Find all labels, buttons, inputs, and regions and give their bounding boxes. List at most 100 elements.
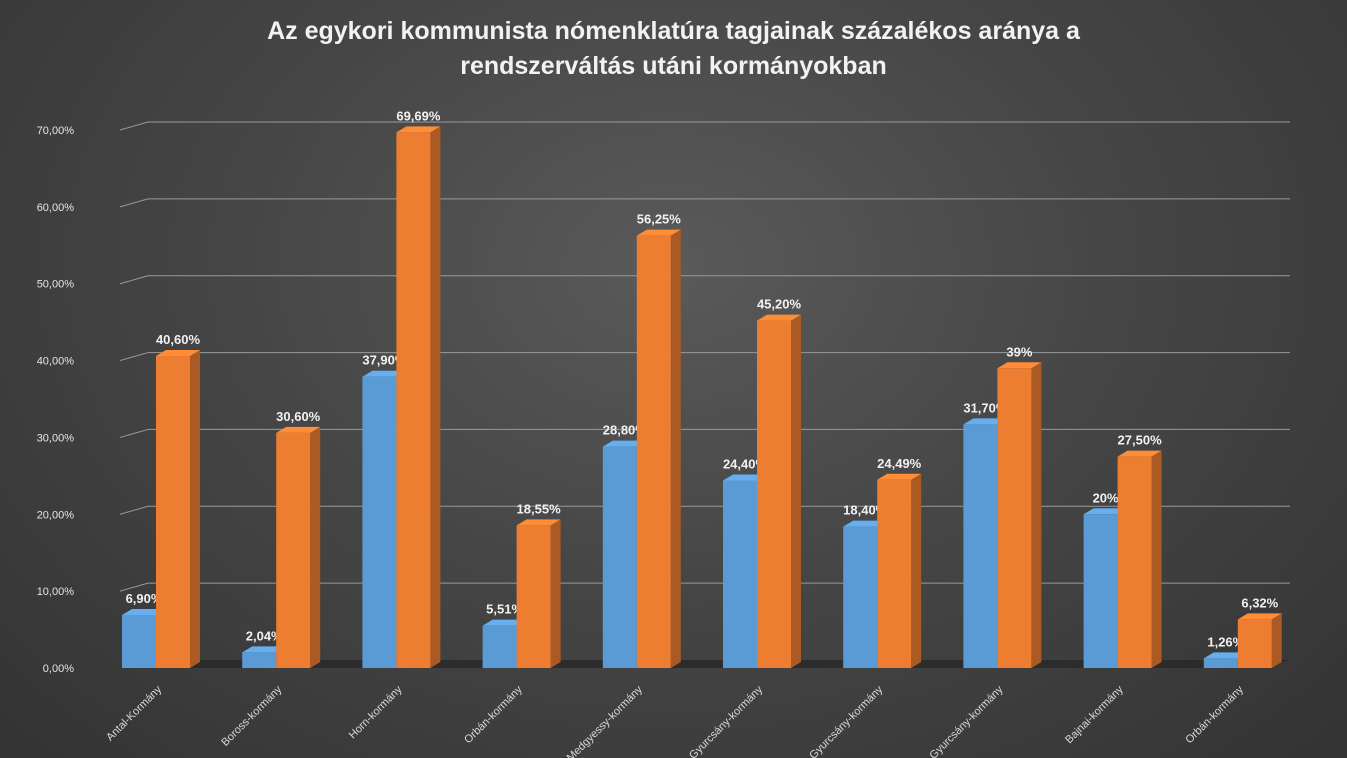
data-label: 1,26% <box>1207 634 1244 649</box>
bar-top <box>516 519 561 526</box>
data-label: 40,60% <box>156 332 201 347</box>
bar-side <box>310 426 321 668</box>
bar-top <box>997 362 1042 369</box>
y-tick-label: 60,00% <box>37 202 75 214</box>
data-label: 20% <box>1093 490 1119 505</box>
gridline-depth <box>119 582 149 592</box>
bar-orange <box>516 519 561 668</box>
x-tick-label: Antal-Kormány <box>104 683 164 743</box>
data-label: 45,20% <box>757 297 802 312</box>
bar-top <box>276 426 321 433</box>
bar-top <box>843 520 888 527</box>
gridline-depth <box>119 428 149 438</box>
bar-top <box>362 370 407 377</box>
bar-front <box>997 368 1032 668</box>
bar-orange <box>997 362 1042 668</box>
bar-front <box>242 652 277 668</box>
y-tick-label: 0,00% <box>43 663 74 675</box>
bar-side <box>190 349 200 668</box>
bar-front <box>636 235 671 668</box>
bar-front <box>1083 514 1118 668</box>
y-tick-label: 30,00% <box>37 432 75 444</box>
data-label: 27,50% <box>1118 433 1163 448</box>
bar-front <box>1117 456 1152 668</box>
chart-title-line-1: Az egykori kommunista nómenklatúra tagja… <box>267 17 1080 45</box>
bar-side <box>430 126 441 668</box>
bar-orange <box>1117 450 1162 668</box>
bar-top <box>1083 508 1128 515</box>
bar-front <box>396 132 431 668</box>
bar-side <box>791 314 801 668</box>
y-tick-label: 20,00% <box>37 509 75 521</box>
bar-top <box>396 126 441 133</box>
bar-top <box>877 473 922 480</box>
data-label: 6,90% <box>126 591 163 606</box>
bar-front <box>843 526 878 668</box>
bar-top <box>242 646 287 653</box>
bar-side <box>1031 362 1042 668</box>
bar-side <box>1151 450 1162 668</box>
data-label: 6,32% <box>1241 595 1278 610</box>
bar-top <box>1117 450 1162 457</box>
bar-side <box>911 473 922 668</box>
data-label: 18,40% <box>843 503 888 518</box>
bar-top <box>602 440 647 447</box>
bar-side <box>670 229 681 668</box>
bar-top <box>723 474 767 481</box>
bar-top <box>963 418 1008 425</box>
x-tick-label: Gyurcsány-kormány <box>927 683 1005 758</box>
bar-top <box>757 314 801 321</box>
x-tick-label: Horn-kormány <box>347 683 405 741</box>
data-label: 28,80% <box>603 423 648 438</box>
gridline-depth <box>119 352 149 362</box>
bar-orange <box>276 426 321 668</box>
bar-front <box>757 320 791 668</box>
bar-front <box>877 479 912 668</box>
data-label: 18,55% <box>517 501 562 516</box>
bar-top <box>482 619 527 626</box>
bar-front <box>516 525 551 668</box>
data-label: 31,70% <box>963 400 1008 415</box>
bar-front <box>1237 619 1272 668</box>
bar-front <box>482 625 517 668</box>
bar-orange <box>156 349 200 668</box>
x-tick-label: Medgyessy-kormány <box>565 683 646 758</box>
bar-orange <box>396 126 441 668</box>
data-label: 5,51% <box>486 602 523 617</box>
gridline-depth <box>119 275 149 285</box>
y-tick-label: 50,00% <box>37 279 75 291</box>
bar-front <box>602 446 637 668</box>
chart-title: Az egykori kommunista nómenklatúra tagja… <box>0 14 1347 84</box>
bar-top <box>1237 613 1282 620</box>
data-label: 30,60% <box>276 409 321 424</box>
y-tick-label: 10,00% <box>37 586 75 598</box>
bar-top <box>636 229 681 236</box>
bar-front <box>276 432 311 668</box>
bar-orange <box>757 314 801 668</box>
bar-top <box>122 608 166 615</box>
data-label: 24,49% <box>877 456 922 471</box>
bar-front <box>723 480 757 668</box>
data-label: 37,90% <box>362 353 407 368</box>
bar-side <box>550 519 561 668</box>
data-label: 24,40% <box>723 456 768 471</box>
bar-front <box>1203 658 1238 668</box>
bar-side <box>1271 613 1282 668</box>
bar-front <box>156 355 190 668</box>
x-tick-label: Gyurcsány-kormány <box>687 683 765 758</box>
bar-front <box>122 614 156 668</box>
bar-orange <box>636 229 681 668</box>
x-tick-label: Orbán-kormány <box>462 683 525 746</box>
data-label: 69,69% <box>396 108 441 123</box>
bar-top <box>1203 652 1248 659</box>
data-label: 2,04% <box>246 628 283 643</box>
chart-title-line-2: rendszerváltás utáni kormányokban <box>460 52 887 80</box>
data-label: 56,25% <box>637 212 682 227</box>
x-tick-label: Boross-kormány <box>219 683 284 748</box>
bar-orange <box>877 473 922 668</box>
gridline-depth <box>119 505 149 515</box>
x-tick-label: Orbán-kormány <box>1183 683 1246 746</box>
x-tick-label: Gyurcsány-kormány <box>807 683 885 758</box>
